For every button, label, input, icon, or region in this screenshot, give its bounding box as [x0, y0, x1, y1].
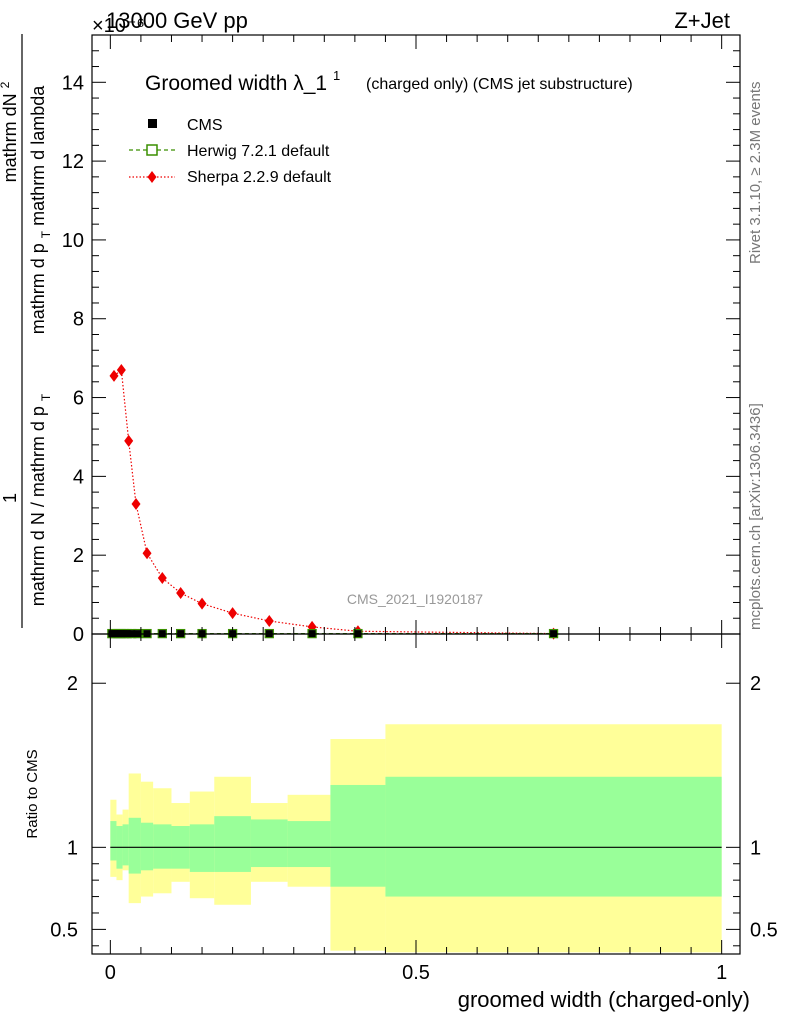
- main-y-tick-label: 6: [73, 388, 84, 410]
- ylabel-bottom-text: mathrm d N / mathrm d p: [28, 406, 48, 606]
- plot-title-main: Groomed width: [145, 72, 287, 95]
- plot-title: Groomed width λ_1 1: [145, 68, 340, 95]
- ratio-axis-ticks: 0.5 0.5 1 1 2 2 0 0.5 1: [50, 634, 778, 984]
- ylabel-denominator-text: mathrm d p: [28, 243, 48, 334]
- plot-title-sup: 1: [333, 68, 340, 83]
- ratio-green-band: [122, 824, 129, 866]
- legend-sherpa-label: Sherpa 2.2.9 default: [187, 169, 332, 186]
- mcplots-side-label: mcplots.cern.ch [arXiv:1306.3436]: [747, 403, 764, 630]
- main-y-tick-label: 4: [73, 466, 84, 488]
- sherpa-point: [264, 614, 274, 627]
- ratio-bands: [110, 724, 722, 953]
- ratio-y-label: Ratio to CMS: [24, 749, 41, 838]
- ratio-green-band: [153, 824, 172, 869]
- ylabel-denominator-sub: T: [39, 230, 53, 238]
- ratio-green-band: [189, 824, 215, 872]
- legend-herwig-marker: [146, 144, 158, 156]
- rivet-side-label: Rivet 3.1.10, ≥ 2.3M events: [747, 82, 764, 265]
- main-y-tick-label: 12: [62, 151, 84, 173]
- ratio-green-band: [287, 821, 331, 868]
- process-label: Z+Jet: [674, 8, 730, 33]
- ylabel-denominator-right: mathrm d p T mathrm d lambda: [28, 85, 54, 334]
- plot-title-paren: (charged only) (CMS jet substructure): [366, 76, 633, 93]
- sherpa-point: [197, 597, 207, 610]
- ylabel-bottom-sub: T: [39, 393, 53, 401]
- main-y-tick-label: 0: [73, 624, 84, 646]
- sherpa-point: [109, 369, 119, 382]
- x-tick-label: 0: [105, 962, 116, 984]
- energy-label: 13000 GeV pp: [106, 8, 248, 33]
- ylabel-numerator: mathrm dN 2: [0, 81, 20, 182]
- x-axis-label: groomed width (charged-only): [458, 987, 750, 1012]
- main-y-tick-label: 2: [73, 545, 84, 567]
- legend-sherpa-marker: [147, 171, 157, 183]
- ratio-green-band: [330, 784, 386, 887]
- ratio-green-band: [214, 816, 251, 872]
- ratio-green-band: [128, 817, 141, 874]
- legend-herwig-label: Herwig 7.2.1 default: [187, 143, 330, 160]
- ratio-green-band: [110, 821, 117, 861]
- sherpa-point: [157, 572, 167, 585]
- main-axis-ticks: 0 2 4 6 8 10 12 14: [62, 34, 740, 646]
- ratio-y-tick-label: 2: [67, 673, 78, 695]
- ylabel-denominator-left: mathrm d N / mathrm d p T: [28, 393, 53, 606]
- sherpa-point: [176, 587, 186, 600]
- ratio-green-band: [250, 819, 288, 868]
- legend-cms-marker: [148, 119, 157, 128]
- plot-title-lambda: λ_1: [293, 72, 327, 95]
- ylabel-numerator-sup: 2: [0, 81, 12, 88]
- ratio-y-tick-label: 1: [67, 837, 78, 859]
- ratio-green-band: [385, 776, 722, 897]
- ylabel-numerator-text: mathrm dN: [0, 93, 20, 182]
- sherpa-point: [131, 497, 141, 510]
- sherpa-point: [124, 434, 134, 447]
- main-y-tick-label: 10: [62, 230, 84, 252]
- analysis-watermark: CMS_2021_I1920187: [347, 591, 483, 607]
- main-y-tick-label: 14: [62, 72, 84, 94]
- ratio-y-tick-label-right: 0.5: [750, 919, 778, 941]
- ratio-y-tick-label: 0.5: [50, 919, 78, 941]
- sherpa-point: [142, 547, 152, 560]
- x-tick-label: 0.5: [402, 962, 430, 984]
- sherpa-point: [228, 607, 238, 620]
- legend-cms-label: CMS: [187, 117, 223, 134]
- scale-exponent-label: ×10⁻⁶: [92, 15, 145, 37]
- ylabel-denominator-rest: mathrm d lambda: [28, 85, 48, 226]
- main-plot-area: [107, 363, 559, 640]
- legend: CMS Herwig 7.2.1 default Sherpa 2.2.9 de…: [129, 117, 332, 186]
- ratio-panel: 0.5 0.5 1 1 2 2 0 0.5 1 Ratio to CMS: [24, 633, 778, 984]
- x-tick-label: 1: [716, 962, 727, 984]
- main-y-tick-label: 8: [73, 309, 84, 331]
- ratio-green-band: [140, 822, 154, 871]
- main-y-axis-label: 1 mathrm dN 2 mathrm d p T mathrm d lamb…: [0, 34, 54, 628]
- ratio-y-tick-label-right: 1: [750, 837, 761, 859]
- ratio-y-tick-label-right: 2: [750, 673, 761, 695]
- sherpa-point: [116, 363, 126, 376]
- ylabel-one: 1: [0, 493, 20, 503]
